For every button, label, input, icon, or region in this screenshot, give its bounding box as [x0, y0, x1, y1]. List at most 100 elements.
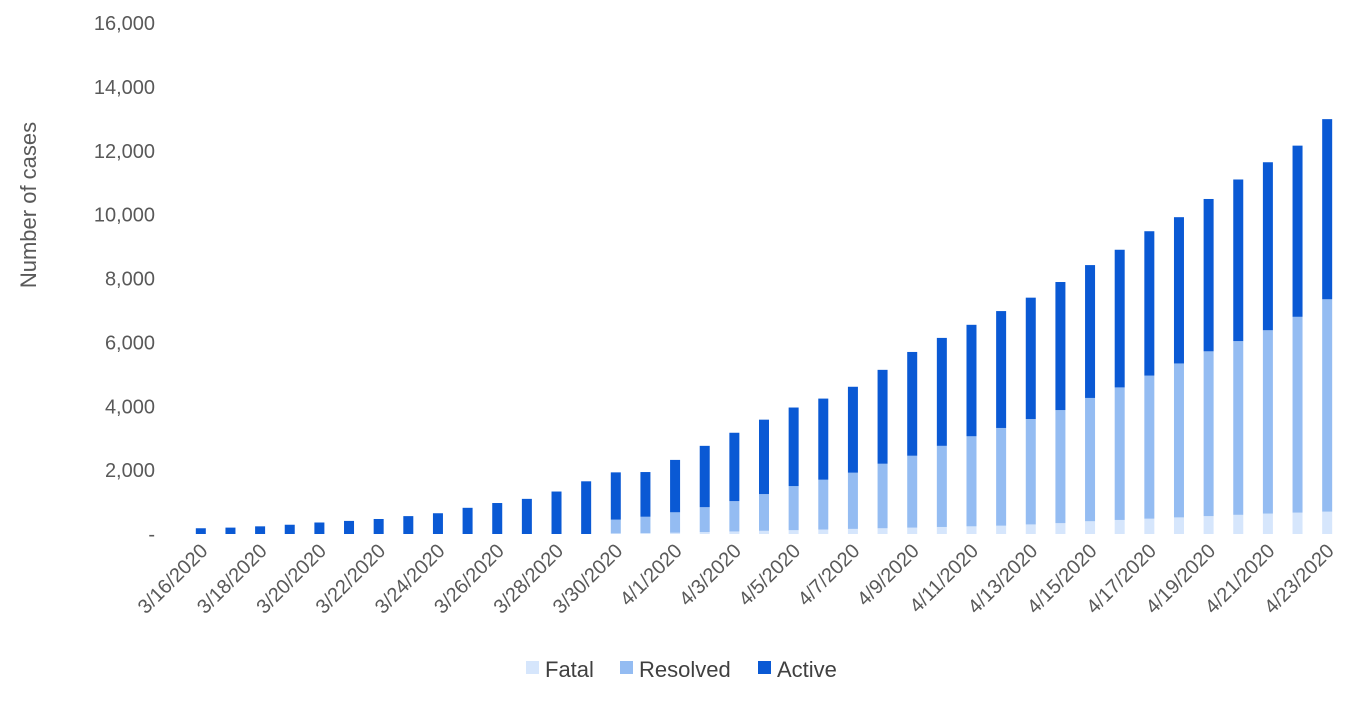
bar-segment-resolved — [610, 519, 621, 534]
bar-segment-resolved — [640, 516, 651, 534]
bar-segment-fatal — [759, 530, 769, 534]
bar-segment-active — [225, 527, 236, 534]
bar-segment-active — [1055, 282, 1066, 411]
bar-segment-active — [492, 503, 503, 534]
bar-segment-resolved — [818, 479, 829, 530]
bar-segment-active — [314, 522, 325, 534]
bar-segment-active — [907, 351, 918, 456]
legend-swatch-resolved — [620, 661, 633, 674]
bar-segment-active — [1262, 162, 1273, 331]
y-tick-label: 12,000 — [94, 141, 155, 163]
bar-segment-fatal — [1055, 523, 1066, 534]
bar-segment-fatal — [640, 533, 651, 534]
bar-segment-active — [877, 369, 888, 464]
bar-segment-active — [255, 526, 266, 534]
bar-segment-active — [551, 491, 562, 534]
bar-segment-active — [1114, 249, 1125, 388]
bar-segment-resolved — [1203, 351, 1214, 517]
bar-segment-fatal — [1262, 513, 1273, 534]
bar-segment-resolved — [670, 512, 681, 533]
bar-segment-resolved — [1262, 330, 1273, 514]
bar-segment-active — [1173, 217, 1184, 364]
bar-segment-fatal — [1144, 518, 1155, 534]
bar-segment-resolved — [996, 427, 1007, 526]
x-axis-ticks: 3/16/20203/18/20203/20/20203/22/20203/24… — [134, 540, 1339, 618]
y-tick-label: 10,000 — [94, 205, 155, 227]
bar-segment-active — [1322, 119, 1333, 300]
bar-segment-resolved — [759, 494, 769, 531]
bar-segment-fatal — [1114, 519, 1125, 534]
legend-label-active: Active — [777, 657, 837, 682]
bar-segment-fatal — [1025, 524, 1036, 534]
bar-segment-active — [847, 386, 858, 473]
bar-segment-fatal — [610, 533, 621, 534]
y-axis-ticks: - 2,000 4,000 6,000 8,000 10,000 12,000 14,000 1… — [94, 13, 155, 546]
bar-segment-active — [729, 432, 740, 502]
bar-segment-fatal — [818, 529, 829, 534]
bar-segment-active — [759, 419, 769, 495]
bar-segment-active — [1085, 265, 1096, 398]
x-tick-label: 4/7/2020 — [794, 540, 865, 611]
bar-segment-active — [1233, 179, 1244, 342]
bar-segment-fatal — [1292, 512, 1303, 534]
bar-segment-resolved — [699, 507, 710, 533]
bar-segment-fatal — [907, 527, 918, 534]
bar-segment-resolved — [877, 463, 888, 529]
bar-segment-active — [936, 337, 947, 446]
bar-segment-active — [195, 528, 206, 534]
y-axis-label: Number of cases — [16, 122, 41, 288]
bar-segment-active — [640, 472, 651, 517]
bar-segment-active — [521, 498, 532, 534]
y-tick-label: - — [148, 524, 155, 546]
x-tick-label: 4/5/2020 — [735, 540, 806, 611]
bar-segment-active — [373, 518, 384, 534]
bar-segment-active — [344, 520, 355, 534]
bar-segment-active — [818, 398, 829, 480]
bar-segment-fatal — [936, 526, 947, 534]
bar-segment-active — [699, 445, 710, 508]
bar-segment-fatal — [1322, 511, 1333, 534]
bar-segment-resolved — [1322, 299, 1333, 512]
bar-segment-resolved — [1173, 363, 1184, 518]
bar-segment-active — [966, 324, 977, 437]
bar-segment-resolved — [729, 501, 740, 532]
legend-swatch-fatal — [526, 661, 539, 674]
bar-segment-fatal — [729, 531, 740, 534]
y-tick-label: 2,000 — [105, 460, 155, 482]
bar-segment-active — [432, 513, 443, 534]
x-tick-label: 4/3/2020 — [675, 540, 746, 611]
bar-segment-fatal — [699, 532, 710, 534]
bar-segment-resolved — [1055, 410, 1066, 524]
legend-label-fatal: Fatal — [545, 657, 594, 682]
bar-segment-active — [1025, 297, 1036, 420]
bar-segment-active — [1292, 145, 1303, 317]
bar-segment-active — [462, 507, 473, 534]
bar-segment-active — [284, 524, 295, 534]
bar-segment-fatal — [1203, 516, 1214, 534]
legend-swatch-active — [758, 661, 771, 674]
bar-segment-resolved — [1025, 419, 1036, 525]
bar-segment-fatal — [847, 528, 858, 534]
bar-segment-fatal — [1173, 517, 1184, 534]
bar-segment-resolved — [966, 436, 977, 527]
bar-segment-resolved — [788, 486, 799, 531]
bar-segment-active — [1203, 198, 1214, 352]
bar-segment-resolved — [1085, 397, 1096, 522]
bar-segment-fatal — [788, 530, 799, 534]
bar-segment-fatal — [996, 525, 1007, 534]
y-tick-label: 6,000 — [105, 332, 155, 354]
x-tick-label: 4/1/2020 — [616, 540, 687, 611]
bar-segment-fatal — [1233, 514, 1244, 534]
bar-segment-fatal — [966, 526, 977, 534]
bar-segment-active — [581, 481, 592, 534]
y-tick-label: 8,000 — [105, 269, 155, 291]
bar-segment-active — [403, 516, 414, 534]
bar-segment-active — [670, 459, 681, 513]
bar-segment-fatal — [877, 528, 888, 534]
bar-segment-resolved — [1292, 316, 1303, 513]
legend-label-resolved: Resolved — [639, 657, 731, 682]
legend: Fatal Resolved Active — [526, 657, 837, 682]
y-tick-label: 14,000 — [94, 77, 155, 99]
bar-segment-resolved — [847, 472, 858, 529]
